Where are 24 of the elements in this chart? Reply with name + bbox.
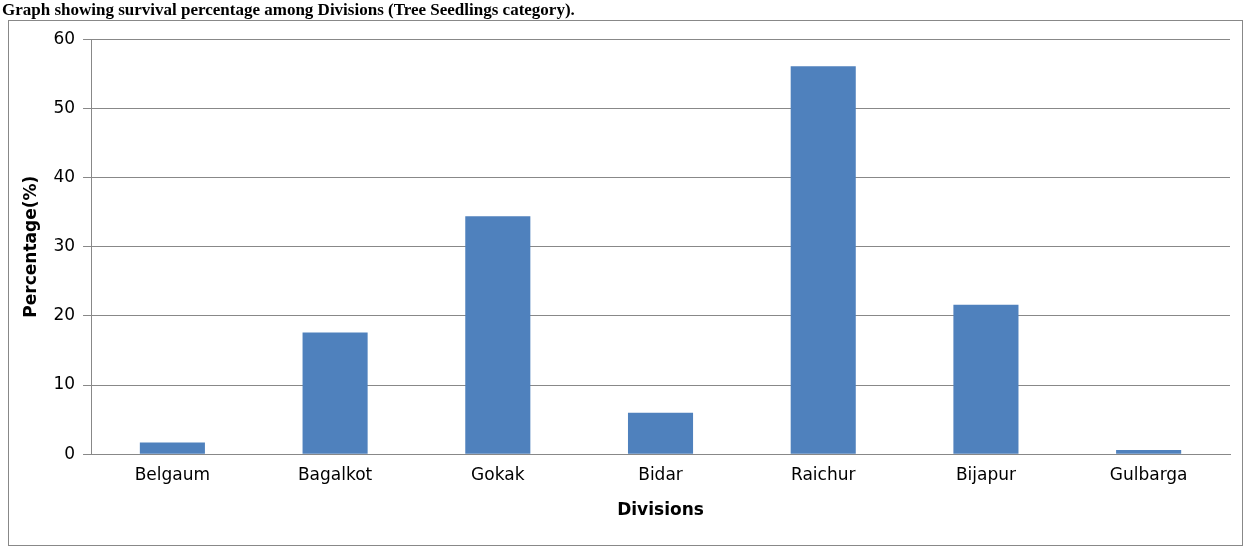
- bar: [1116, 450, 1182, 454]
- bar: [953, 304, 1019, 454]
- bar: [465, 216, 531, 454]
- x-tick-label: Gokak: [471, 463, 525, 484]
- x-tick-label: Bidar: [638, 463, 683, 484]
- y-tick-label: 20: [53, 304, 76, 325]
- x-tick-label: Raichur: [790, 463, 856, 484]
- chart-title: Graph showing survival percentage among Divisions (Tree Seedlings category).: [1, 0, 576, 20]
- x-tick-label: Gulbarga: [1109, 463, 1188, 484]
- bar: [627, 412, 694, 454]
- y-tick-label: 0: [64, 442, 76, 463]
- x-axis-title: Divisions: [617, 499, 704, 520]
- x-tick-label: Belgaum: [134, 463, 211, 484]
- y-tick-label: 30: [53, 235, 76, 256]
- y-tick-label: 40: [53, 165, 76, 186]
- bar: [790, 66, 856, 454]
- bar: [139, 442, 205, 454]
- y-tick-label: 10: [53, 373, 76, 394]
- y-tick-label: 60: [53, 27, 76, 48]
- y-axis-title: Percentage(%): [19, 175, 40, 318]
- x-tick-label: Bijapur: [955, 463, 1016, 484]
- x-tick-label: Bagalkot: [297, 463, 373, 484]
- bar: [302, 332, 368, 454]
- y-tick-label: 50: [53, 96, 76, 117]
